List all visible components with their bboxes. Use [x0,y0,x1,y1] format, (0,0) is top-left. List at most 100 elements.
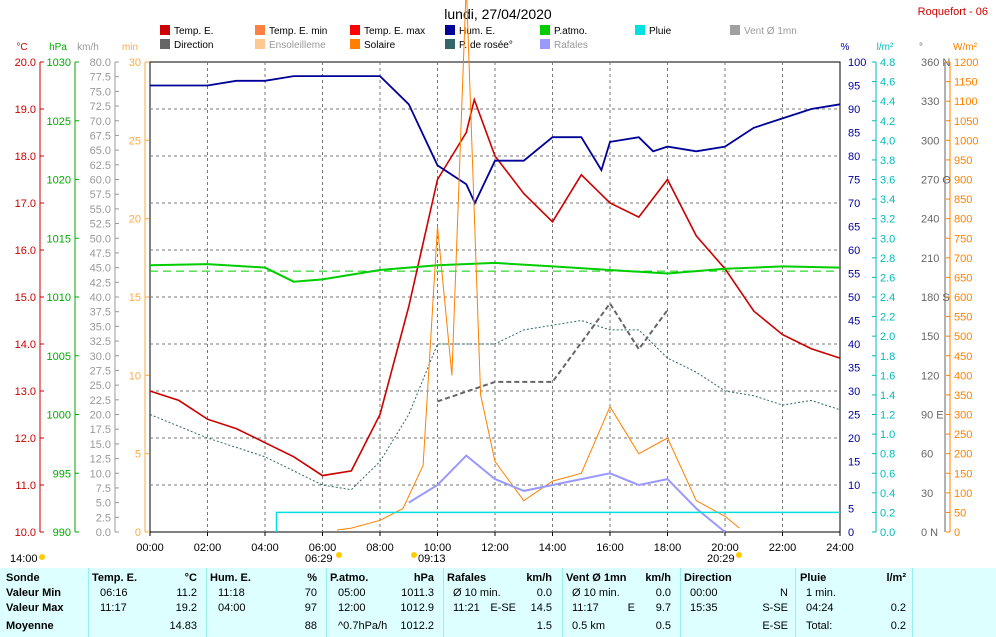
wind-tick-label: 47.5 [90,248,111,260]
hum-tick-label: 0 [848,527,854,539]
table-cell-hum-time: 11:18 [218,587,245,599]
hum-tick-label: 25 [848,410,860,422]
legend-label: Solaire [364,40,396,51]
table-row-label: Valeur Max [6,602,64,614]
legend-swatch [160,25,170,35]
legend-swatch [635,25,645,35]
legend-swatch [445,25,455,35]
table-cell-dir-time: 15:35 [690,602,718,614]
table-cell-gust-value: 1.5 [536,620,552,632]
rain-tick-label: 0.2 [880,507,895,519]
table-cell-rain-time: Total: [806,620,833,632]
legend-label: P. de rosée° [459,40,513,51]
series-hum-e [150,75,841,206]
sun-marker-label: 14:00 [10,553,38,565]
temp-tick-label: 15.0 [15,292,36,304]
solar-tick-label: 1200 [954,57,978,69]
table-header: Sonde [6,572,40,584]
rain-tick-label: 1.6 [880,370,895,382]
table-separator [680,568,681,637]
wind-tick-label: 15.0 [90,439,111,451]
legend-label: P.atmo. [554,26,587,37]
table-header-unit: km/h [645,572,671,584]
hum-tick-label: 70 [848,198,860,210]
temp-tick-label: 13.0 [15,386,36,398]
legend-swatch [540,25,550,35]
x-tick-label: 02:00 [194,542,222,554]
rain-tick-label: 1.0 [880,429,895,441]
press-tick-label: 1020 [47,175,71,187]
hum-tick-label: 60 [848,245,860,257]
temp-tick-label: 19.0 [15,104,36,116]
press-tick-label: 1000 [47,410,71,422]
table-cell-rain-value: 0.2 [890,602,906,614]
rain-tick-label: 1.4 [880,390,895,402]
solar-tick-label: 350 [954,390,972,402]
solar-tick-label: 600 [954,292,972,304]
x-tick-label: 12:00 [481,542,509,554]
table-header: Rafales [447,572,487,584]
solar-tick-label: 850 [954,194,972,206]
wind-tick-label: 50.0 [90,233,111,245]
sun-marker-label: 06:29 [305,553,333,565]
hum-tick-label: 40 [848,339,860,351]
sun-tick-label: 25 [129,135,141,147]
x-tick-label: 06:00 [309,542,337,554]
press-tick-label: 1015 [47,233,71,245]
sun-tick-label: 0 [135,527,141,539]
table-cell-temp-value: 11.2 [176,587,197,599]
table-header: Pluie [800,572,827,584]
solar-tick-label: 1100 [954,96,978,108]
legend-label: Hum. E. [459,26,495,37]
table-header: Vent Ø 1mn [566,572,627,584]
dir-tick-label: 360 N [921,57,950,69]
press-tick-label: 1030 [47,57,71,69]
rain-tick-label: 4.2 [880,116,895,128]
solar-tick-label: 250 [954,429,972,441]
hum-tick-label: 45 [848,316,860,328]
rain-tick-label: 4.6 [880,77,895,89]
solar-tick-label: 500 [954,331,972,343]
wind-tick-label: 45.0 [90,263,111,275]
dir-tick-label: 330 [921,96,939,108]
table-cell-gust-time: 11:21 [453,602,480,614]
table-row-label: Moyenne [6,620,54,632]
rain-tick-label: 0.6 [880,468,895,480]
table-cell-temp-value: 14.83 [169,620,197,632]
axis-unit-left: min [122,42,138,53]
legend-swatch [350,39,360,49]
solar-tick-label: 550 [954,312,972,324]
x-tick-label: 08:00 [366,542,394,554]
x-tick-label: 04:00 [251,542,279,554]
legend-label: Direction [174,40,213,51]
solar-tick-label: 900 [954,175,972,187]
wind-tick-label: 22.5 [90,395,111,407]
rain-tick-label: 2.6 [880,272,895,284]
table-cell-wind-dir: E [627,602,635,614]
wind-tick-label: 80.0 [90,57,111,69]
solar-tick-label: 150 [954,468,972,480]
wind-tick-label: 5.0 [96,498,111,510]
sun-tick-label: 15 [129,292,141,304]
table-header: Hum. E. [210,572,251,584]
legend-swatch [350,25,360,35]
rain-tick-label: 3.8 [880,155,895,167]
grid [149,61,841,533]
table-cell-hum-value: 88 [304,620,317,632]
wind-tick-label: 2.5 [96,512,111,524]
hum-tick-label: 35 [848,363,860,375]
solar-tick-label: 0 [954,527,960,539]
table-cell-hum-value: 70 [304,587,317,599]
press-tick-label: 990 [53,527,71,539]
rain-tick-label: 2.8 [880,253,895,265]
table-cell-hum-time: 04:00 [218,602,246,614]
table-header-unit: % [307,572,317,584]
temp-tick-label: 18.0 [15,151,36,163]
table-separator [912,568,913,637]
station-name: Roquefort - 06 [918,6,988,18]
rain-tick-label: 3.0 [880,233,895,245]
series-direction [437,301,669,403]
press-tick-label: 1010 [47,292,71,304]
solar-tick-label: 100 [954,488,972,500]
wind-tick-label: 62.5 [90,160,111,172]
